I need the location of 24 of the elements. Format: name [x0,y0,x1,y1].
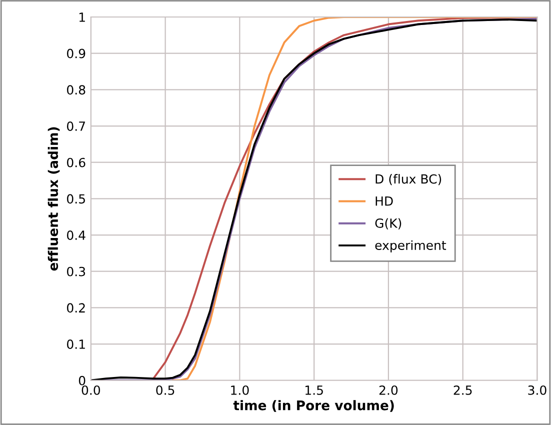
y-tick-label: 1 [79,12,85,22]
y-tick-label: 0.7 [67,121,85,131]
x-tick-label: 1.0 [231,385,249,395]
y-tick-label: 0.4 [67,230,86,240]
y-tick-label: 0.8 [67,85,86,95]
y-axis-title: effluent flux (adim) [48,127,60,271]
x-tick-label: 0.5 [156,385,174,395]
y-tick-label: 0.5 [67,194,85,204]
y-tick-label: 0.6 [67,158,86,168]
x-tick-label: 2.0 [379,385,398,395]
x-tick-label: 2.5 [454,385,472,395]
legend-label: D (flux BC) [376,174,442,186]
y-tick-label: 0 [78,376,86,386]
y-tick-label: 0.2 [67,303,85,313]
y-tick-label: 0.9 [67,48,86,58]
x-tick-label: 1.5 [306,386,323,395]
legend-label: G(K) [375,218,402,230]
y-tick-label: 0.1 [67,340,85,349]
legend-label: HD [376,196,393,206]
x-axis-title: time (in Pore volume) [233,400,394,412]
y-tick-label: 0.3 [67,266,86,276]
x-tick-label: 0.0 [82,385,100,395]
legend-label: experiment [375,240,446,252]
x-tick-label: 3.0 [528,385,546,395]
